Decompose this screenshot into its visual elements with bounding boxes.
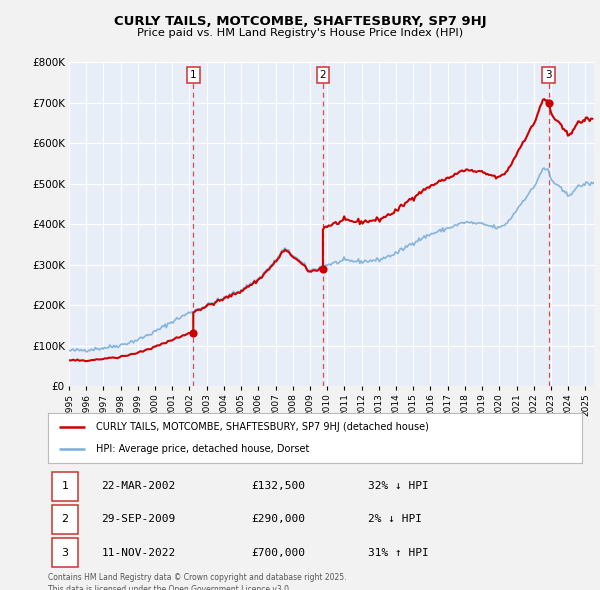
Point [544,98,553,107]
Text: £132,500: £132,500 [251,481,305,491]
Text: 3: 3 [62,548,68,558]
Text: CURLY TAILS, MOTCOMBE, SHAFTESBURY, SP7 9HJ: CURLY TAILS, MOTCOMBE, SHAFTESBURY, SP7 … [113,15,487,28]
Text: 22-MAR-2002: 22-MAR-2002 [101,481,176,491]
Text: 1: 1 [190,70,197,80]
Text: 11-NOV-2022: 11-NOV-2022 [101,548,176,558]
Text: CURLY TAILS, MOTCOMBE, SHAFTESBURY, SP7 9HJ (detached house): CURLY TAILS, MOTCOMBE, SHAFTESBURY, SP7 … [96,422,429,432]
Text: 2: 2 [62,514,68,525]
Text: £700,000: £700,000 [251,548,305,558]
Text: Contains HM Land Registry data © Crown copyright and database right 2025.
This d: Contains HM Land Registry data © Crown c… [48,573,347,590]
FancyBboxPatch shape [52,472,78,501]
Point [318,264,328,274]
Text: Price paid vs. HM Land Registry's House Price Index (HPI): Price paid vs. HM Land Registry's House … [137,28,463,38]
Text: 3: 3 [545,70,552,80]
Text: 2% ↓ HPI: 2% ↓ HPI [368,514,422,525]
Text: 31% ↑ HPI: 31% ↑ HPI [368,548,429,558]
Text: 32% ↓ HPI: 32% ↓ HPI [368,481,429,491]
Text: 29-SEP-2009: 29-SEP-2009 [101,514,176,525]
Text: HPI: Average price, detached house, Dorset: HPI: Average price, detached house, Dors… [96,444,310,454]
Text: £290,000: £290,000 [251,514,305,525]
Text: 2: 2 [320,70,326,80]
Text: 1: 1 [62,481,68,491]
Point [188,328,198,337]
FancyBboxPatch shape [52,505,78,534]
FancyBboxPatch shape [52,538,78,567]
